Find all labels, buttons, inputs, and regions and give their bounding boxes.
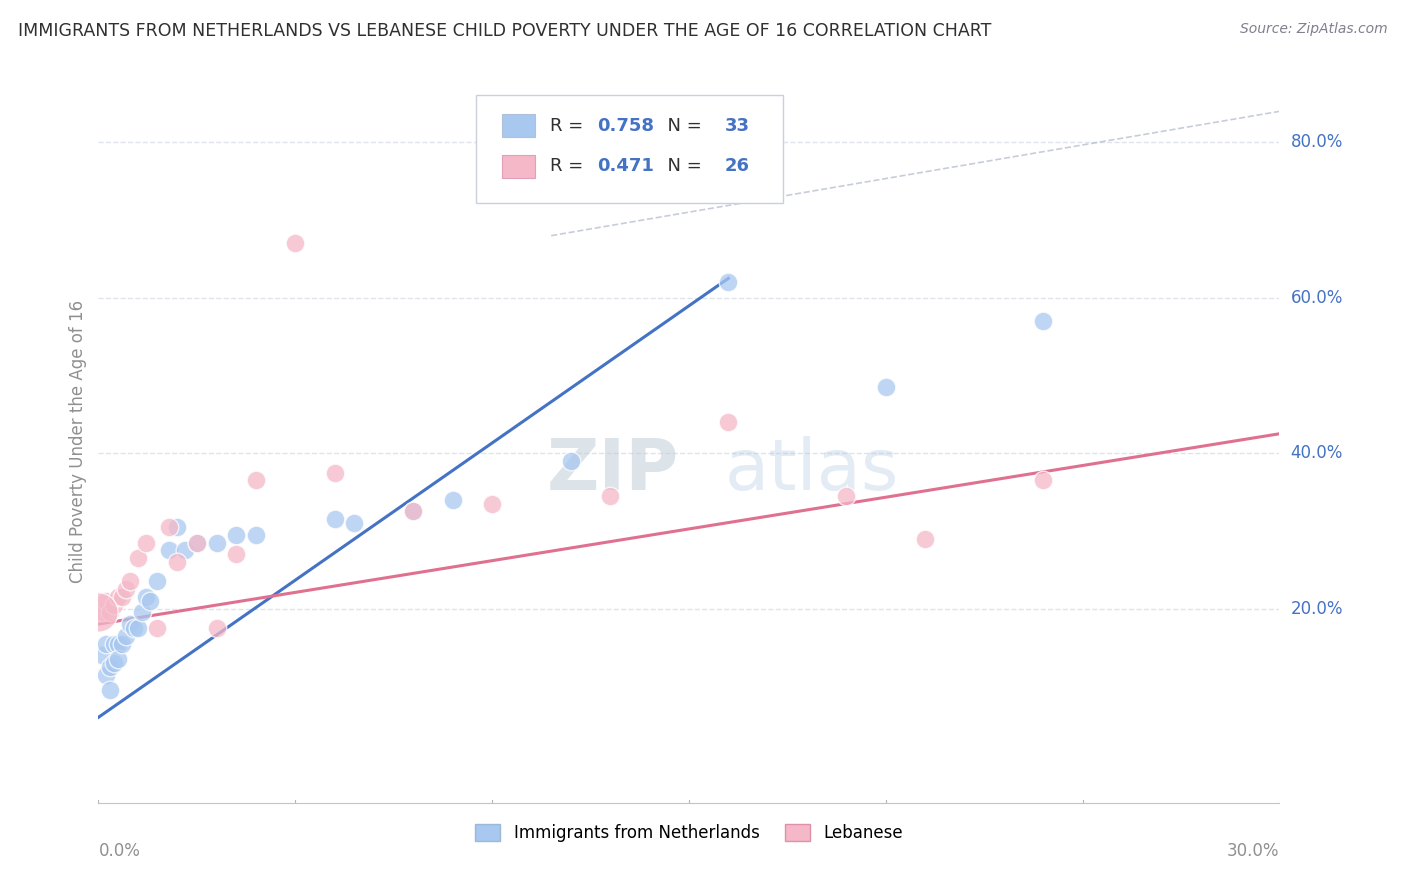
Point bbox=[186, 535, 208, 549]
Text: R =: R = bbox=[550, 156, 589, 175]
Point bbox=[127, 551, 149, 566]
Text: IMMIGRANTS FROM NETHERLANDS VS LEBANESE CHILD POVERTY UNDER THE AGE OF 16 CORREL: IMMIGRANTS FROM NETHERLANDS VS LEBANESE … bbox=[18, 22, 991, 40]
Point bbox=[205, 621, 228, 635]
Point bbox=[146, 621, 169, 635]
Point bbox=[914, 532, 936, 546]
Point bbox=[323, 466, 346, 480]
Text: 30.0%: 30.0% bbox=[1227, 842, 1279, 860]
Point bbox=[135, 590, 157, 604]
Point bbox=[91, 606, 114, 620]
Point bbox=[107, 590, 129, 604]
Text: 26: 26 bbox=[724, 156, 749, 175]
FancyBboxPatch shape bbox=[502, 154, 536, 178]
Point bbox=[138, 594, 160, 608]
Point bbox=[98, 683, 121, 698]
Point bbox=[96, 636, 118, 650]
Point bbox=[115, 582, 138, 596]
Point bbox=[118, 574, 141, 589]
Point bbox=[717, 415, 740, 429]
Point bbox=[835, 489, 858, 503]
Point bbox=[560, 454, 582, 468]
Point bbox=[135, 535, 157, 549]
Y-axis label: Child Poverty Under the Age of 16: Child Poverty Under the Age of 16 bbox=[69, 300, 87, 583]
Text: 60.0%: 60.0% bbox=[1291, 289, 1343, 307]
Point bbox=[717, 275, 740, 289]
Point bbox=[441, 492, 464, 507]
Legend: Immigrants from Netherlands, Lebanese: Immigrants from Netherlands, Lebanese bbox=[468, 817, 910, 848]
Point bbox=[174, 543, 197, 558]
Point bbox=[166, 555, 188, 569]
Text: 40.0%: 40.0% bbox=[1291, 444, 1343, 462]
Point bbox=[1032, 314, 1054, 328]
FancyBboxPatch shape bbox=[477, 95, 783, 203]
Text: Source: ZipAtlas.com: Source: ZipAtlas.com bbox=[1240, 22, 1388, 37]
Point bbox=[115, 629, 138, 643]
Point bbox=[284, 236, 307, 251]
Point bbox=[205, 535, 228, 549]
Text: atlas: atlas bbox=[724, 436, 898, 505]
Text: 20.0%: 20.0% bbox=[1291, 599, 1343, 617]
FancyBboxPatch shape bbox=[502, 113, 536, 136]
Point bbox=[186, 535, 208, 549]
Point bbox=[111, 590, 134, 604]
Point bbox=[166, 520, 188, 534]
Point bbox=[343, 516, 366, 530]
Point bbox=[107, 652, 129, 666]
Point bbox=[225, 547, 247, 561]
Point bbox=[1032, 474, 1054, 488]
Point bbox=[107, 636, 129, 650]
Text: 0.0%: 0.0% bbox=[98, 842, 141, 860]
Point bbox=[103, 656, 125, 670]
Point bbox=[122, 621, 145, 635]
Text: 0.471: 0.471 bbox=[596, 156, 654, 175]
Point bbox=[245, 474, 267, 488]
Point bbox=[103, 636, 125, 650]
Text: R =: R = bbox=[550, 117, 589, 135]
Point bbox=[118, 617, 141, 632]
Point bbox=[91, 648, 114, 663]
Point bbox=[157, 543, 180, 558]
Text: 80.0%: 80.0% bbox=[1291, 134, 1343, 152]
Text: ZIP: ZIP bbox=[547, 436, 679, 505]
Point bbox=[96, 594, 118, 608]
Point bbox=[875, 380, 897, 394]
Point bbox=[402, 504, 425, 518]
Point bbox=[127, 621, 149, 635]
Point bbox=[323, 512, 346, 526]
Text: 0.758: 0.758 bbox=[596, 117, 654, 135]
Point bbox=[402, 504, 425, 518]
Text: 33: 33 bbox=[724, 117, 749, 135]
Point bbox=[87, 606, 110, 620]
Point bbox=[245, 528, 267, 542]
Point bbox=[131, 606, 153, 620]
Point bbox=[599, 489, 621, 503]
Point bbox=[225, 528, 247, 542]
Text: N =: N = bbox=[655, 156, 707, 175]
Point bbox=[103, 598, 125, 612]
Point bbox=[481, 497, 503, 511]
Point bbox=[111, 636, 134, 650]
Point bbox=[98, 606, 121, 620]
Point bbox=[157, 520, 180, 534]
Point bbox=[146, 574, 169, 589]
Point bbox=[96, 667, 118, 681]
Point bbox=[98, 660, 121, 674]
Text: N =: N = bbox=[655, 117, 707, 135]
